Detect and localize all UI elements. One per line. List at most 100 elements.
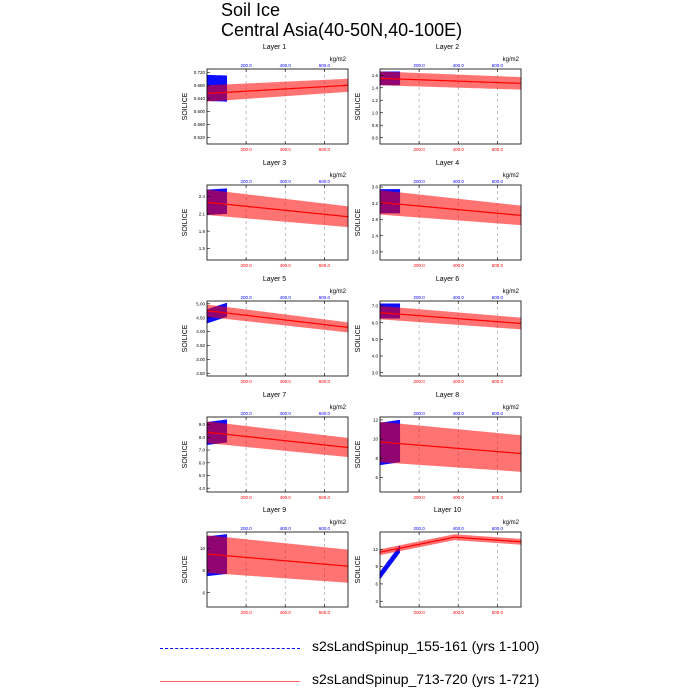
y-tick-label: 1.0 bbox=[372, 110, 379, 115]
bottom-tick-label: 600.0 bbox=[492, 610, 504, 615]
series-mean-b bbox=[207, 310, 349, 328]
top-tick-label: 200.0 bbox=[413, 179, 425, 184]
top-tick-label: 600.0 bbox=[492, 179, 504, 184]
series-b bbox=[206, 421, 349, 457]
y-axis-label: SOILICE bbox=[355, 92, 362, 120]
top-tick-label: 200.0 bbox=[413, 63, 425, 68]
legend-label-b: s2sLandSpinup_713-720 (yrs 1-721) bbox=[312, 671, 540, 687]
plot-frame bbox=[206, 68, 349, 145]
bottom-tick-label: 200.0 bbox=[413, 263, 425, 268]
y-tick-label: 3.2 bbox=[372, 201, 379, 206]
plot-frame bbox=[206, 184, 349, 261]
bottom-tick-label: 400.0 bbox=[280, 263, 292, 268]
panel-title: Layer 5 bbox=[263, 276, 286, 283]
y-tick-label: 3.6 bbox=[372, 185, 379, 190]
panel-7: Layer 7 kg/m2 200.0 200.0 400.0 400.0 600.0 600… bbox=[182, 392, 349, 500]
y-axis-label: SOILICE bbox=[355, 324, 362, 352]
y-tick-label: 2.4 bbox=[372, 233, 379, 238]
top-tick-label: 200.0 bbox=[240, 411, 252, 416]
legend-swatch-b bbox=[160, 681, 300, 682]
top-axis-unit: kg/m2 bbox=[503, 405, 520, 411]
top-tick-label: 400.0 bbox=[280, 63, 292, 68]
top-tick-label: 200.0 bbox=[240, 179, 252, 184]
top-tick-label: 600.0 bbox=[319, 295, 331, 300]
panel-title: Layer 4 bbox=[436, 160, 459, 167]
top-tick-label: 600.0 bbox=[319, 411, 331, 416]
y-tick-label: 4.0 bbox=[372, 354, 379, 359]
bottom-tick-label: 200.0 bbox=[240, 263, 252, 268]
legend-label-a: s2sLandSpinup_155-161 (yrs 1-100) bbox=[312, 638, 540, 654]
series-mean-b bbox=[207, 553, 349, 567]
panel-3: Layer 3 kg/m2 200.0 200.0 400.0 400.0 600.0 600… bbox=[182, 160, 349, 268]
top-tick-label: 200.0 bbox=[413, 411, 425, 416]
top-tick-label: 600.0 bbox=[319, 63, 331, 68]
top-axis-unit: kg/m2 bbox=[503, 57, 520, 63]
panel-2: Layer 2 kg/m2 200.0 200.0 400.0 400.0 600.0 600… bbox=[355, 44, 522, 152]
title-line-2: Central Asia(40-50N,40-100E) bbox=[221, 20, 463, 40]
panel-title: Layer 9 bbox=[263, 507, 286, 514]
bottom-tick-label: 600.0 bbox=[319, 379, 331, 384]
y-tick-label: 2.50 bbox=[196, 371, 205, 376]
y-tick-label: 8.0 bbox=[199, 435, 206, 440]
top-tick-label: 200.0 bbox=[413, 295, 425, 300]
top-tick-label: 600.0 bbox=[492, 295, 504, 300]
top-axis-unit: kg/m2 bbox=[503, 520, 520, 526]
bottom-tick-label: 200.0 bbox=[413, 379, 425, 384]
plot-frame bbox=[206, 300, 349, 377]
y-tick-label: 6 bbox=[202, 590, 205, 595]
panel-title: Layer 8 bbox=[436, 392, 459, 399]
y-tick-label: 5.00 bbox=[196, 301, 205, 306]
bottom-tick-label: 200.0 bbox=[240, 495, 252, 500]
top-tick-label: 400.0 bbox=[280, 295, 292, 300]
bottom-tick-label: 400.0 bbox=[280, 495, 292, 500]
bottom-tick-label: 400.0 bbox=[453, 263, 465, 268]
y-tick-label: 0.560 bbox=[194, 122, 206, 127]
plot-frame bbox=[379, 531, 522, 608]
y-tick-label: 0.600 bbox=[194, 109, 206, 114]
y-tick-label: 5.0 bbox=[199, 473, 206, 478]
y-tick-label: 3.0 bbox=[372, 370, 379, 375]
top-tick-label: 400.0 bbox=[453, 526, 465, 531]
series-mean-b bbox=[380, 312, 522, 325]
y-tick-label: 6 bbox=[375, 582, 378, 587]
top-tick-label: 600.0 bbox=[492, 411, 504, 416]
top-axis-unit: kg/m2 bbox=[503, 173, 520, 179]
bottom-tick-label: 200.0 bbox=[413, 495, 425, 500]
series-mean-b bbox=[207, 431, 349, 449]
y-tick-label: 2.1 bbox=[199, 211, 206, 216]
series-mean-b bbox=[380, 441, 521, 455]
y-tick-label: 3.00 bbox=[196, 357, 205, 362]
y-tick-label: 2.8 bbox=[372, 217, 379, 222]
plot-frame bbox=[379, 184, 522, 261]
bottom-tick-label: 200.0 bbox=[413, 147, 425, 152]
top-tick-label: 400.0 bbox=[280, 526, 292, 531]
y-tick-label: 0.8 bbox=[372, 123, 379, 128]
bottom-tick-label: 200.0 bbox=[413, 610, 425, 615]
top-tick-label: 200.0 bbox=[240, 295, 252, 300]
top-tick-label: 200.0 bbox=[240, 63, 252, 68]
panel-title: Layer 1 bbox=[263, 44, 286, 51]
bottom-tick-label: 600.0 bbox=[492, 379, 504, 384]
series-mean-a bbox=[379, 549, 400, 576]
bottom-tick-label: 200.0 bbox=[240, 147, 252, 152]
legend-swatch-a bbox=[160, 648, 300, 649]
y-axis-label: SOILICE bbox=[355, 555, 362, 583]
y-tick-label: 0.680 bbox=[194, 83, 206, 88]
y-tick-label: 0.640 bbox=[194, 96, 206, 101]
y-tick-label: 6 bbox=[375, 475, 378, 480]
y-tick-label: 1.6 bbox=[372, 73, 379, 78]
y-tick-label: 1.5 bbox=[199, 246, 206, 251]
top-tick-label: 200.0 bbox=[240, 526, 252, 531]
y-tick-label: 3.50 bbox=[196, 343, 205, 348]
top-axis-unit: kg/m2 bbox=[330, 520, 347, 526]
top-tick-label: 400.0 bbox=[280, 411, 292, 416]
y-tick-label: 7.0 bbox=[199, 448, 206, 453]
y-tick-label: 1.8 bbox=[199, 229, 206, 234]
series-mean-b bbox=[207, 201, 348, 218]
plot-frame bbox=[206, 416, 349, 493]
y-tick-label: 8 bbox=[375, 456, 378, 461]
y-tick-label: 12 bbox=[373, 417, 379, 422]
y-tick-label: 0.520 bbox=[194, 135, 206, 140]
top-axis-unit: kg/m2 bbox=[330, 57, 347, 63]
y-axis-label: SOILICE bbox=[182, 92, 189, 120]
